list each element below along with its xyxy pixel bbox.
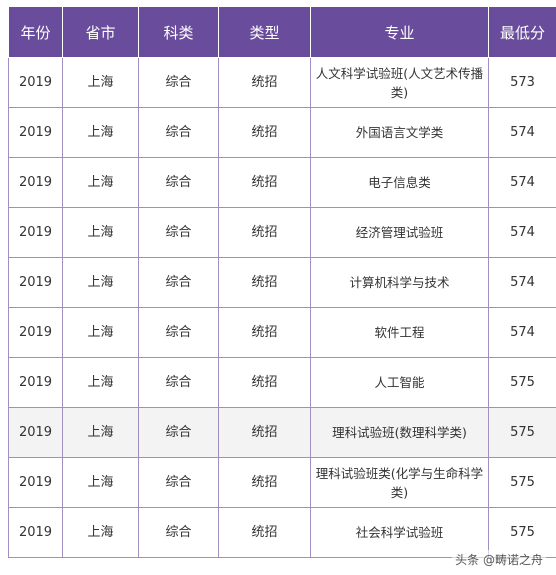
cell-year: 2019 <box>8 407 63 458</box>
cell-major: 电子信息类 <box>310 157 489 208</box>
header-subject: 科类 <box>138 6 219 58</box>
cell-year: 2019 <box>8 307 63 358</box>
header-year: 年份 <box>8 6 63 58</box>
cell-major: 理科试验班(数理科学类) <box>310 407 489 458</box>
header-major: 专业 <box>310 6 489 58</box>
cell-province: 上海 <box>62 457 139 508</box>
cell-type: 统招 <box>218 157 311 208</box>
cell-province: 上海 <box>62 157 139 208</box>
cell-year: 2019 <box>8 107 63 158</box>
cell-province: 上海 <box>62 507 139 558</box>
cell-major: 人工智能 <box>310 357 489 408</box>
table-row: 2019 上海 综合 统招 经济管理试验班 574 <box>8 207 556 258</box>
table-row: 2019 上海 综合 统招 理科试验班(数理科学类) 575 <box>8 407 556 458</box>
cell-min-score: 574 <box>488 157 556 208</box>
cell-year: 2019 <box>8 157 63 208</box>
table-row: 2019 上海 综合 统招 外国语言文学类 574 <box>8 107 556 158</box>
cell-min-score: 575 <box>488 457 556 508</box>
cell-major: 计算机科学与技术 <box>310 257 489 308</box>
cell-subject: 综合 <box>138 507 219 558</box>
watermark: 头条 @畴诺之舟 <box>452 550 546 569</box>
cell-type: 统招 <box>218 57 311 108</box>
cell-type: 统招 <box>218 357 311 408</box>
cell-subject: 综合 <box>138 357 219 408</box>
cell-year: 2019 <box>8 457 63 508</box>
cell-province: 上海 <box>62 407 139 458</box>
cell-min-score: 574 <box>488 107 556 158</box>
table-row: 2019 上海 综合 统招 电子信息类 574 <box>8 157 556 208</box>
cell-province: 上海 <box>62 257 139 308</box>
cell-major: 经济管理试验班 <box>310 207 489 258</box>
cell-subject: 综合 <box>138 157 219 208</box>
cell-min-score: 575 <box>488 407 556 458</box>
table-row: 2019 上海 综合 统招 理科试验班类(化学与生命科学类) 575 <box>8 457 556 508</box>
table-row: 2019 上海 综合 统招 人工智能 575 <box>8 357 556 408</box>
cell-type: 统招 <box>218 307 311 358</box>
cell-year: 2019 <box>8 257 63 308</box>
cell-province: 上海 <box>62 307 139 358</box>
cell-major: 人文科学试验班(人文艺术传播类) <box>310 57 489 108</box>
cell-min-score: 573 <box>488 57 556 108</box>
cell-min-score: 574 <box>488 207 556 258</box>
header-type: 类型 <box>218 6 311 58</box>
table-row: 2019 上海 综合 统招 软件工程 574 <box>8 307 556 358</box>
cell-major: 理科试验班类(化学与生命科学类) <box>310 457 489 508</box>
table-row: 2019 上海 综合 统招 人文科学试验班(人文艺术传播类) 573 <box>8 57 556 108</box>
cell-province: 上海 <box>62 57 139 108</box>
header-min-score: 最低分 <box>488 6 556 58</box>
header-province: 省市 <box>62 6 139 58</box>
cell-province: 上海 <box>62 107 139 158</box>
cell-min-score: 574 <box>488 257 556 308</box>
cell-type: 统招 <box>218 107 311 158</box>
cell-subject: 综合 <box>138 257 219 308</box>
cell-subject: 综合 <box>138 107 219 158</box>
cell-subject: 综合 <box>138 57 219 108</box>
cell-year: 2019 <box>8 207 63 258</box>
cell-type: 统招 <box>218 457 311 508</box>
cell-subject: 综合 <box>138 307 219 358</box>
cell-year: 2019 <box>8 357 63 408</box>
cell-major: 软件工程 <box>310 307 489 358</box>
cell-min-score: 574 <box>488 307 556 358</box>
cell-type: 统招 <box>218 407 311 458</box>
admission-score-table: 年份 省市 科类 类型 专业 最低分 2019 上海 综合 统招 人文科学试验班… <box>8 6 556 558</box>
cell-subject: 综合 <box>138 207 219 258</box>
header-row: 年份 省市 科类 类型 专业 最低分 <box>8 6 556 58</box>
cell-subject: 综合 <box>138 407 219 458</box>
cell-year: 2019 <box>8 507 63 558</box>
cell-province: 上海 <box>62 357 139 408</box>
cell-type: 统招 <box>218 257 311 308</box>
cell-subject: 综合 <box>138 457 219 508</box>
cell-min-score: 575 <box>488 357 556 408</box>
cell-type: 统招 <box>218 507 311 558</box>
cell-major: 外国语言文学类 <box>310 107 489 158</box>
table-row: 2019 上海 综合 统招 计算机科学与技术 574 <box>8 257 556 308</box>
table-row: 2019 上海 综合 统招 社会科学试验班 575 <box>8 507 556 558</box>
cell-type: 统招 <box>218 207 311 258</box>
cell-year: 2019 <box>8 57 63 108</box>
cell-province: 上海 <box>62 207 139 258</box>
